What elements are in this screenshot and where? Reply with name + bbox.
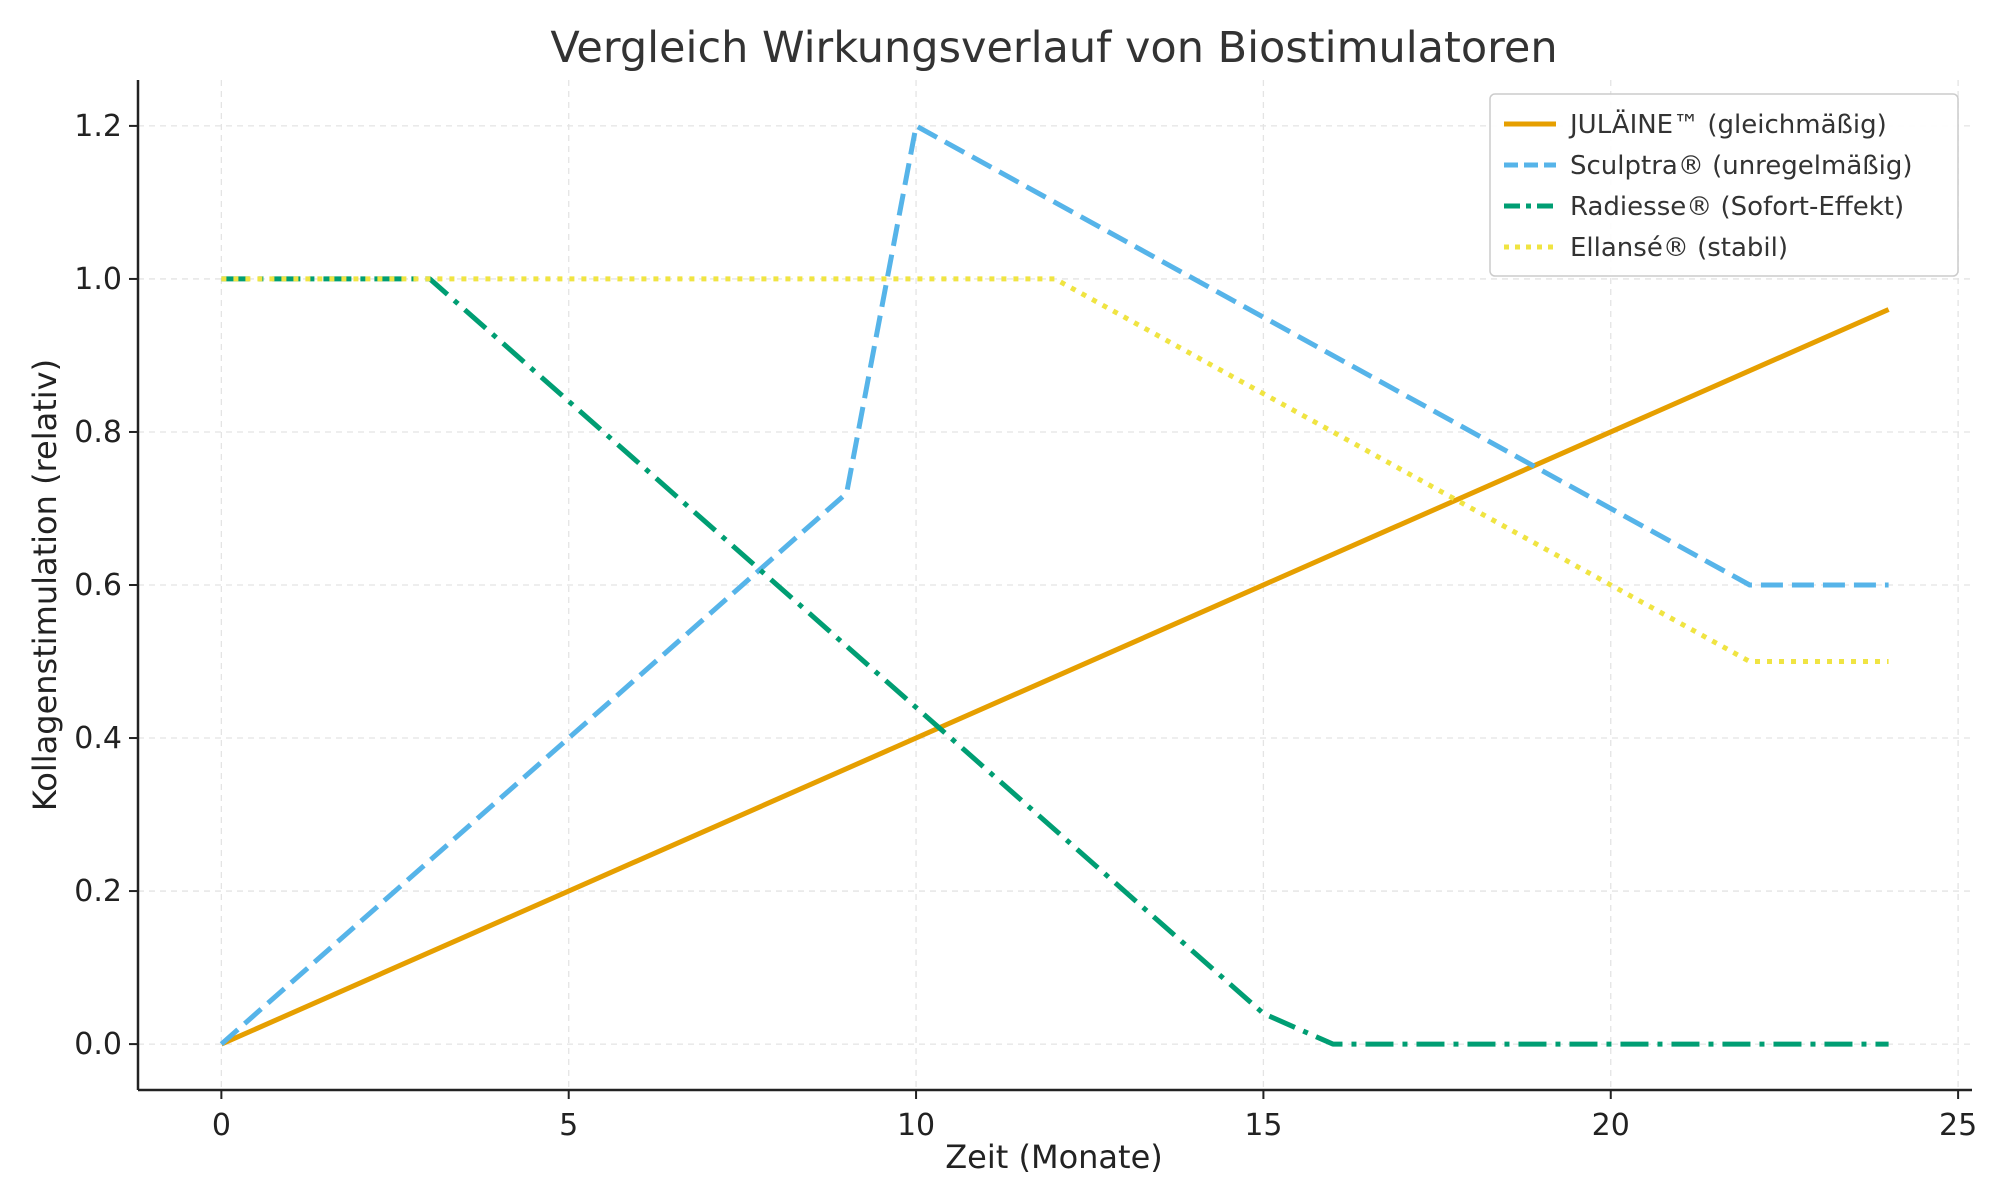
y-tick-label: 0.2 xyxy=(74,874,122,909)
x-axis-label: Zeit (Monate) xyxy=(945,1138,1163,1176)
legend-label: Radiesse® (Sofort-Effekt) xyxy=(1570,192,1904,222)
x-tick-label: 0 xyxy=(212,1108,231,1143)
series-line-3 xyxy=(221,276,1889,664)
series-lines xyxy=(219,123,1890,1047)
series-line-0 xyxy=(220,307,1890,1047)
legend-label: Ellansé® (stabil) xyxy=(1570,233,1788,263)
chart-title: Vergleich Wirkungsverlauf von Biostimula… xyxy=(550,23,1557,73)
y-tick-label: 1.2 xyxy=(74,109,122,144)
series-line-2 xyxy=(221,276,1889,1047)
y-tick-label: 0.8 xyxy=(74,415,122,450)
x-tick-label: 10 xyxy=(897,1108,935,1143)
x-tick-label: 20 xyxy=(1592,1108,1630,1143)
y-tick-label: 0.6 xyxy=(74,568,122,603)
grid xyxy=(138,80,1972,1090)
y-axis-label: Kollagenstimulation (relativ) xyxy=(26,359,64,811)
y-tick-label: 0.4 xyxy=(74,721,122,756)
x-tick-label: 15 xyxy=(1244,1108,1282,1143)
x-tick-label: 5 xyxy=(559,1108,578,1143)
legend: JULÄINE™ (gleichmäßig) Sculptra® (unregel… xyxy=(1489,93,1959,277)
series-line-1 xyxy=(219,123,1889,1046)
x-tick-label: 25 xyxy=(1939,1108,1977,1143)
legend-label: Sculptra® (unregelmäßig) xyxy=(1570,151,1913,181)
legend-box xyxy=(1489,93,1959,277)
y-tick-label: 0.0 xyxy=(74,1027,122,1062)
legend-label: JULÄINE™ (gleichmäßig) xyxy=(1568,108,1887,140)
y-tick-label: 1.0 xyxy=(74,262,122,297)
ticks: 0 5 10 15 20 25 0.0 0.2 0.4 0.6 0.8 1.0 1.2 xyxy=(74,109,1977,1143)
